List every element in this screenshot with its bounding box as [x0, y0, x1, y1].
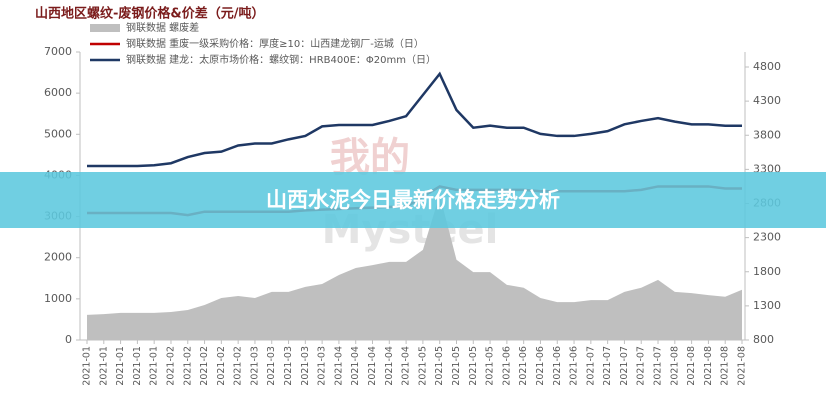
chart-title: 山西地区螺纹-废钢价格&价差（元/吨） — [35, 6, 264, 22]
x-tick-label: 2021-05 — [451, 346, 462, 386]
y-tick-label: 6000 — [44, 86, 72, 99]
x-tick-label: 2021-08 — [686, 346, 697, 386]
legend-label: 钢联数据 建龙：太原市场价格：螺纹钢：HRB400E：Φ20mm（日） — [126, 53, 436, 66]
legend-label: 钢联数据 螺废差 — [126, 21, 199, 34]
banner-title: 山西水泥今日最新价格走势分析 — [266, 188, 560, 212]
x-tick-label: 2021-05 — [417, 346, 428, 386]
y2-tick-label: 1800 — [753, 265, 781, 278]
x-tick-label: 2021-03 — [283, 346, 294, 386]
x-tick-label: 2021-01 — [149, 346, 160, 386]
x-tick-label: 2021-07 — [585, 346, 596, 386]
y2-tick-label: 800 — [753, 333, 774, 346]
x-tick-label: 2021-05 — [485, 346, 496, 386]
y2-tick-label: 2300 — [753, 231, 781, 244]
line — [87, 71, 742, 168]
x-tick-label: 2021-06 — [501, 346, 512, 386]
x-tick-label: 2021-03 — [266, 346, 277, 386]
legend-label: 钢联数据 重废一级采购价格：厚度≥10：山西建龙钢厂-运城（日） — [126, 37, 424, 50]
x-tick-label: 2021-01 — [115, 346, 126, 386]
x-tick-label: 2021-08 — [703, 346, 714, 386]
y2-tick-label: 3800 — [753, 128, 781, 141]
x-tick-label: 2021-07 — [602, 346, 613, 386]
x-tick-label: 2021-04 — [333, 346, 344, 386]
y-tick-label: 0 — [65, 333, 72, 346]
x-tick-label: 2021-03 — [300, 346, 311, 386]
x-tick-label: 2021-01 — [98, 346, 109, 386]
x-tick-label: 2021-04 — [350, 346, 361, 386]
x-tick-label: 2021-04 — [384, 346, 395, 386]
x-tick-label: 2021-06 — [552, 346, 563, 386]
y2-tick-label: 4300 — [753, 94, 781, 107]
x-tick-label: 2021-02 — [165, 346, 176, 386]
x-tick-label: 2021-06 — [518, 346, 529, 386]
x-tick-label: 2021-08 — [737, 346, 748, 386]
x-tick-label: 2021-02 — [233, 346, 244, 386]
x-tick-label: 2021-01 — [82, 346, 93, 386]
x-tick-label: 2021-03 — [249, 346, 260, 386]
x-tick-label: 2021-04 — [401, 346, 412, 386]
x-tick-label: 2021-08 — [669, 346, 680, 386]
x-tick-label: 2021-06 — [569, 346, 580, 386]
area — [87, 194, 742, 340]
banner — [0, 172, 826, 228]
x-tick-label: 2021-07 — [619, 346, 630, 386]
x-tick-label: 2021-06 — [535, 346, 546, 386]
y-tick-label: 2000 — [44, 251, 72, 264]
x-tick-label: 2021-01 — [132, 346, 143, 386]
x-tick-label: 2021-02 — [199, 346, 210, 386]
y-tick-label: 1000 — [44, 292, 72, 305]
x-tick-label: 2021-02 — [182, 346, 193, 386]
legend-swatch — [90, 24, 120, 32]
x-tick-label: 2021-02 — [216, 346, 227, 386]
x-tick-label: 2021-07 — [636, 346, 647, 386]
y-tick-label: 5000 — [44, 127, 72, 140]
x-tick-label: 2021-07 — [653, 346, 664, 386]
y2-tick-label: 1300 — [753, 299, 781, 312]
y2-tick-label: 4800 — [753, 60, 781, 73]
y-tick-label: 7000 — [44, 45, 72, 58]
x-tick-label: 2021-08 — [720, 346, 731, 386]
x-tick-label: 2021-04 — [367, 346, 378, 386]
x-tick-label: 2021-03 — [317, 346, 328, 386]
x-tick-label: 2021-05 — [468, 346, 479, 386]
x-tick-label: 2021-05 — [434, 346, 445, 386]
